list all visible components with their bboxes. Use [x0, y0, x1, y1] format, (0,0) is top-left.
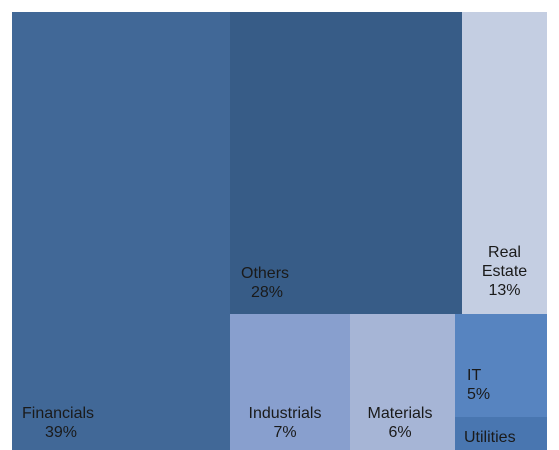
tile-label-others: Others 28%	[241, 264, 289, 302]
tile-name-others: Others	[241, 265, 290, 282]
tile-materials: Materials 6%	[350, 314, 455, 450]
tile-label-it: IT 5%	[467, 366, 490, 404]
tile-name-it: IT	[467, 367, 482, 384]
tile-it: IT 5%	[455, 314, 547, 417]
tile-value-financials: 39%	[45, 424, 78, 441]
tile-label-utilities: Utilities	[464, 428, 516, 447]
tile-utilities: Utilities	[455, 417, 547, 450]
tile-name-real-estate: Real Estate	[481, 244, 528, 280]
tile-real-estate: Real Estate 13%	[462, 12, 547, 314]
tile-financials: Financials 39%	[12, 12, 230, 450]
tile-industrials: Industrials 7%	[230, 314, 350, 450]
tile-name-utilities: Utilities	[464, 429, 516, 446]
tile-label-real-estate: Real Estate 13%	[462, 243, 547, 300]
tile-value-materials: 6%	[388, 424, 412, 441]
tile-label-financials: Financials 39%	[22, 404, 94, 442]
tile-value-real-estate: 13%	[488, 282, 521, 299]
tile-name-materials: Materials	[367, 405, 433, 422]
tile-value-industrials: 7%	[273, 424, 297, 441]
tile-value-others: 28%	[251, 284, 284, 301]
tile-name-industrials: Industrials	[248, 405, 322, 422]
tile-value-it: 5%	[467, 386, 491, 403]
tile-others: Others 28%	[230, 12, 462, 314]
tile-label-materials: Materials 6%	[350, 404, 450, 442]
tile-name-financials: Financials	[22, 405, 95, 422]
tile-label-industrials: Industrials 7%	[230, 404, 340, 442]
